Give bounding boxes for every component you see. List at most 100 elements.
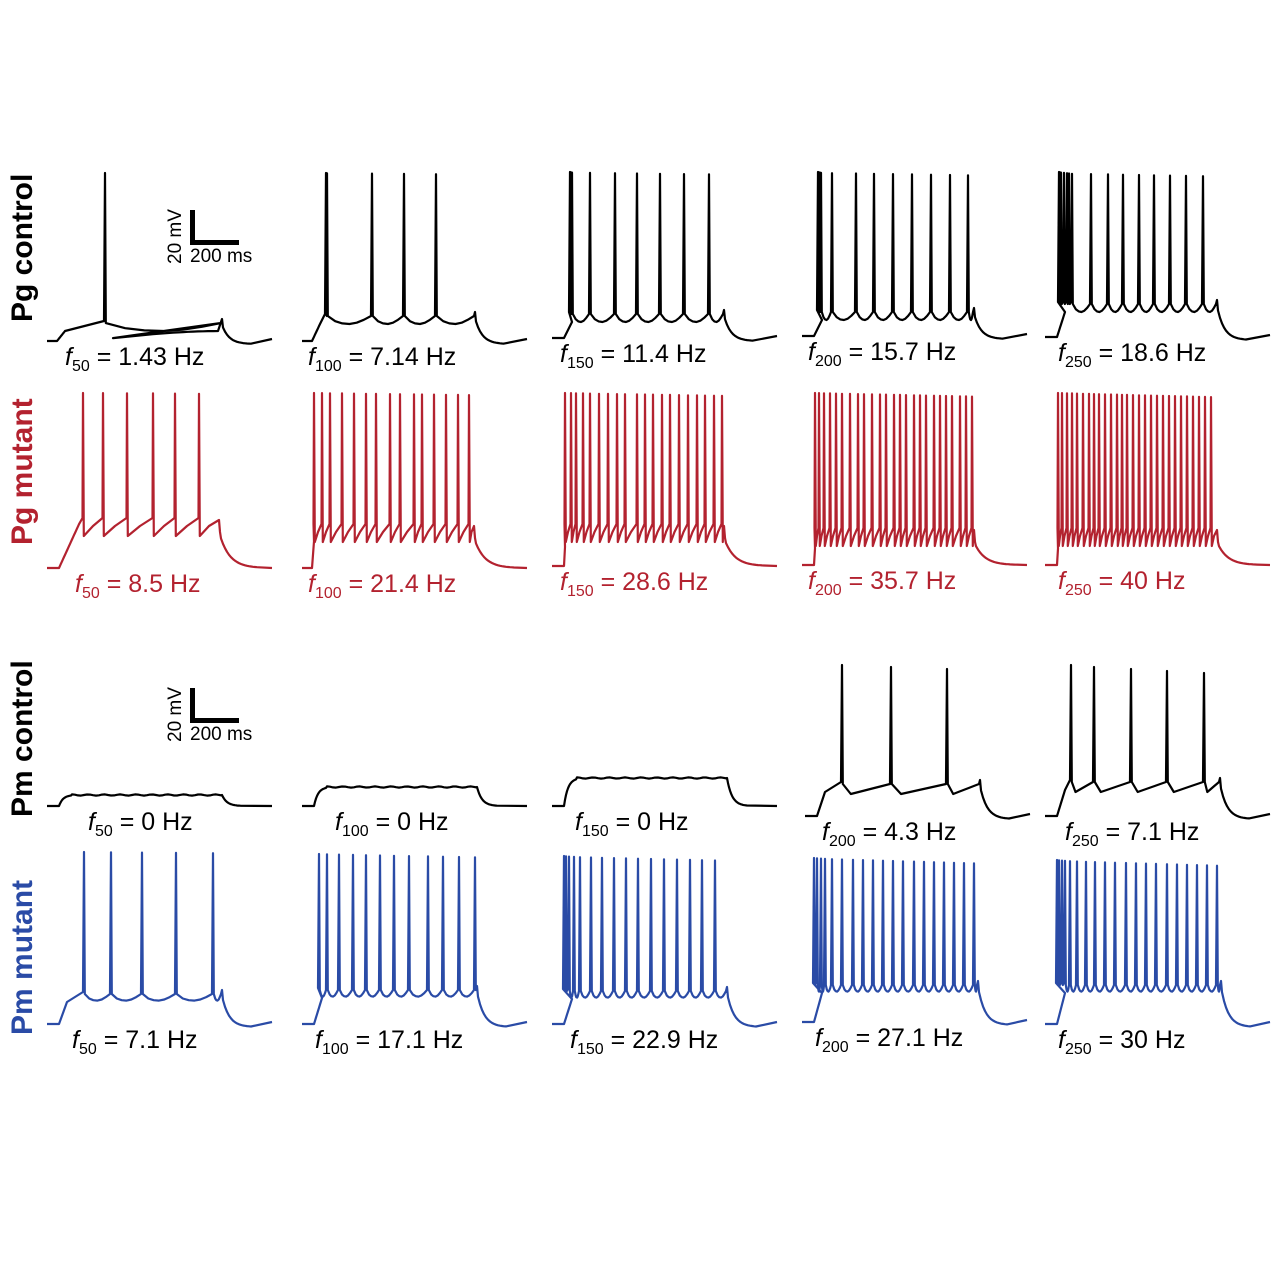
scale-bar-voltage-label: 20 mV — [165, 209, 186, 264]
frequency-symbol: f — [72, 1026, 79, 1054]
voltage-trace-pg-control-150 — [552, 170, 778, 342]
voltage-trace-pg-mutant-50 — [47, 391, 273, 570]
frequency-value: = 22.9 Hz — [603, 1026, 719, 1054]
current-subscript: 200 — [814, 582, 842, 599]
frequency-value: = 40 Hz — [1091, 567, 1186, 595]
frequency-label: f150 = 22.9 Hz — [570, 1026, 718, 1059]
frequency-value: = 30 Hz — [1091, 1026, 1186, 1054]
frequency-symbol: f — [308, 570, 315, 598]
frequency-label: f100 = 0 Hz — [335, 808, 449, 841]
frequency-symbol: f — [75, 570, 82, 598]
current-subscript: 50 — [94, 823, 113, 840]
frequency-value: = 17.1 Hz — [348, 1026, 464, 1054]
current-subscript: 200 — [828, 833, 856, 850]
current-subscript: 250 — [1064, 582, 1092, 599]
voltage-trace-pm-mutant-50 — [47, 850, 273, 1028]
voltage-trace-pm-control-200 — [805, 663, 1031, 820]
frequency-label: f50 = 1.43 Hz — [65, 343, 204, 376]
frequency-label: f100 = 17.1 Hz — [315, 1026, 463, 1059]
frequency-label: f200 = 35.7 Hz — [808, 567, 956, 600]
scale-bar-horizontal — [190, 718, 239, 723]
current-subscript: 250 — [1071, 833, 1099, 850]
frequency-value: = 7.1 Hz — [96, 1026, 198, 1054]
frequency-symbol: f — [570, 1026, 577, 1054]
voltage-trace-pm-control-50 — [47, 793, 273, 808]
frequency-symbol: f — [1058, 1026, 1065, 1054]
frequency-label: f100 = 7.14 Hz — [308, 343, 456, 376]
frequency-label: f200 = 15.7 Hz — [808, 338, 956, 371]
frequency-value: = 18.6 Hz — [1091, 339, 1207, 367]
frequency-value: = 0 Hz — [368, 808, 449, 836]
frequency-value: = 35.7 Hz — [841, 567, 957, 595]
voltage-trace-pg-control-50 — [47, 171, 273, 345]
frequency-value: = 0 Hz — [112, 808, 193, 836]
current-subscript: 250 — [1064, 354, 1092, 371]
current-subscript: 150 — [566, 583, 594, 600]
current-subscript: 100 — [321, 1041, 349, 1058]
frequency-value: = 8.5 Hz — [99, 570, 201, 598]
frequency-value: = 1.43 Hz — [89, 343, 205, 371]
frequency-label: f100 = 21.4 Hz — [308, 570, 456, 603]
frequency-symbol: f — [65, 343, 72, 371]
frequency-label: f200 = 27.1 Hz — [815, 1024, 963, 1057]
frequency-symbol: f — [822, 818, 829, 846]
frequency-value: = 21.4 Hz — [341, 570, 457, 598]
frequency-label: f150 = 28.6 Hz — [560, 568, 708, 601]
current-subscript: 150 — [566, 355, 594, 372]
current-subscript: 250 — [1064, 1041, 1092, 1058]
frequency-label: f250 = 18.6 Hz — [1058, 339, 1206, 372]
frequency-label: f250 = 7.1 Hz — [1065, 818, 1199, 851]
frequency-symbol: f — [808, 567, 815, 595]
frequency-value: = 0 Hz — [608, 808, 689, 836]
voltage-trace-pm-control-250 — [1045, 663, 1271, 820]
current-subscript: 150 — [576, 1041, 604, 1058]
voltage-trace-pg-mutant-200 — [802, 391, 1028, 567]
frequency-symbol: f — [88, 808, 95, 836]
scale-bar-time-label: 200 ms — [190, 724, 253, 745]
frequency-symbol: f — [1065, 818, 1072, 846]
frequency-label: f50 = 8.5 Hz — [75, 570, 201, 603]
frequency-label: f50 = 0 Hz — [88, 808, 193, 841]
frequency-symbol: f — [815, 1024, 822, 1052]
scale-bar-vertical — [190, 210, 195, 245]
voltage-trace-pm-control-150 — [552, 776, 778, 808]
frequency-value: = 7.14 Hz — [341, 343, 457, 371]
voltage-trace-pg-control-200 — [802, 170, 1028, 340]
scale-bar-voltage-label: 20 mV — [165, 687, 186, 742]
current-subscript: 50 — [78, 1041, 97, 1058]
voltage-trace-pg-mutant-250 — [1045, 391, 1271, 567]
frequency-value: = 15.7 Hz — [841, 338, 957, 366]
voltage-trace-pm-control-100 — [302, 785, 528, 808]
voltage-trace-pg-mutant-150 — [552, 391, 778, 568]
current-subscript: 100 — [341, 823, 369, 840]
current-subscript: 100 — [314, 585, 342, 602]
frequency-label: f200 = 4.3 Hz — [822, 818, 956, 851]
frequency-value: = 27.1 Hz — [848, 1024, 964, 1052]
frequency-label: f250 = 40 Hz — [1058, 567, 1185, 600]
current-subscript: 200 — [821, 1039, 849, 1056]
voltage-trace-pm-mutant-200 — [802, 856, 1028, 1026]
voltage-trace-pg-control-100 — [302, 171, 528, 345]
frequency-value: = 7.1 Hz — [1098, 818, 1200, 846]
voltage-trace-pm-mutant-250 — [1045, 858, 1271, 1028]
frequency-symbol: f — [308, 343, 315, 371]
current-subscript: 50 — [71, 358, 90, 375]
frequency-value: = 28.6 Hz — [593, 568, 709, 596]
voltage-trace-pg-control-250 — [1045, 170, 1271, 341]
voltage-trace-pm-mutant-150 — [552, 854, 778, 1028]
voltage-trace-pg-mutant-100 — [302, 391, 528, 570]
current-subscript: 50 — [81, 585, 100, 602]
current-subscript: 200 — [814, 353, 842, 370]
frequency-symbol: f — [808, 338, 815, 366]
scale-bar-horizontal — [190, 240, 239, 245]
frequency-label: f150 = 11.4 Hz — [560, 340, 706, 373]
scale-bar-time-label: 200 ms — [190, 246, 253, 267]
frequency-symbol: f — [1058, 339, 1065, 367]
frequency-symbol: f — [560, 340, 567, 368]
frequency-symbol: f — [335, 808, 342, 836]
current-subscript: 150 — [581, 823, 609, 840]
voltage-trace-pm-mutant-100 — [302, 852, 528, 1028]
frequency-value: = 11.4 Hz — [593, 340, 707, 368]
frequency-label: f250 = 30 Hz — [1058, 1026, 1185, 1059]
